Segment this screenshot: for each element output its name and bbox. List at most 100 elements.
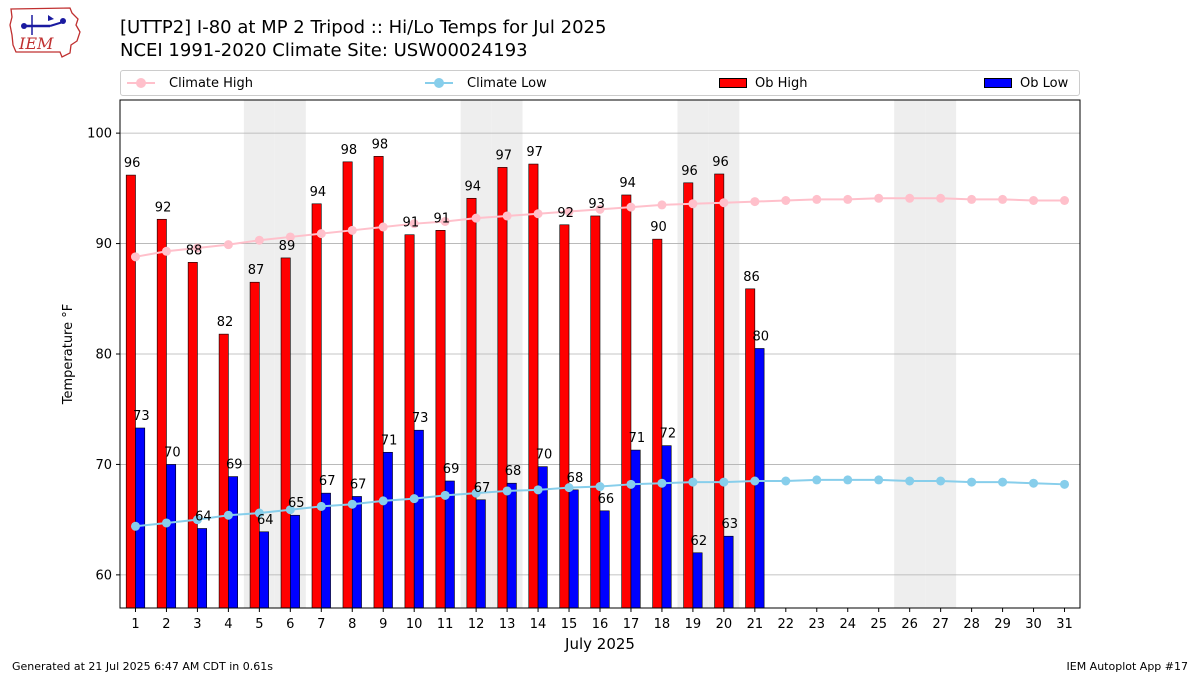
- climate-low-point: [533, 485, 543, 495]
- ob-low-label: 70: [164, 445, 181, 460]
- ob-high-label: 96: [124, 156, 141, 171]
- ob-high-label: 91: [434, 211, 451, 226]
- x-tick-label: 8: [348, 617, 356, 632]
- ob-low-label: 69: [443, 462, 460, 477]
- y-tick-label: 60: [95, 568, 112, 583]
- climate-low-point: [316, 501, 326, 511]
- ob-low-bar: [228, 476, 238, 609]
- ob-high-bar: [590, 215, 601, 609]
- climate-high-point: [812, 194, 822, 204]
- ob-high-bar: [156, 218, 167, 609]
- ob-low-bar: [290, 514, 300, 609]
- ob-high-bar: [652, 238, 663, 609]
- climate-high-point: [626, 202, 636, 212]
- legend-label-ob-high: Ob High: [755, 75, 808, 91]
- ob-low-label: 64: [257, 513, 274, 528]
- climate-low-point: [161, 518, 171, 528]
- ob-low-label: 73: [412, 411, 429, 426]
- x-tick-label: 12: [468, 617, 485, 632]
- x-tick-label: 1: [131, 617, 139, 632]
- ob-high-label: 92: [155, 200, 172, 215]
- climate-low-point: [378, 496, 388, 506]
- climate-high-point: [688, 199, 698, 209]
- climate-low-point: [719, 477, 729, 487]
- x-tick-label: 15: [561, 617, 578, 632]
- x-tick-label: 22: [778, 617, 795, 632]
- x-axis-label: July 2025: [564, 635, 635, 653]
- ob-high-bar: [125, 174, 136, 609]
- x-tick-label: 4: [224, 617, 232, 632]
- ob-high-bar: [621, 194, 632, 609]
- y-tick-label: 70: [95, 458, 112, 473]
- ob-high-bar: [528, 163, 539, 609]
- y-tick-label: 100: [87, 127, 112, 142]
- ob-high-bar: [311, 203, 322, 609]
- ob-low-label: 71: [381, 433, 398, 448]
- climate-high-point: [254, 235, 264, 245]
- ob-low-label: 80: [752, 329, 769, 344]
- climate-high-point: [936, 193, 946, 203]
- climate-high-point: [967, 194, 977, 204]
- climate-high-point: [1029, 195, 1039, 205]
- ob-high-label: 96: [681, 164, 698, 179]
- climate-low-point: [471, 488, 481, 498]
- app-credit: IEM Autoplot App #17: [1066, 660, 1189, 673]
- ob-high-label: 94: [310, 185, 327, 200]
- climate-high-point: [719, 198, 729, 208]
- climate-low-point: [1029, 478, 1039, 488]
- ob-high-label: 97: [495, 148, 512, 163]
- x-tick-label: 18: [654, 617, 671, 632]
- ob-high-label: 88: [186, 243, 203, 258]
- y-tick-label: 90: [95, 237, 112, 252]
- ob-low-label: 68: [505, 464, 522, 479]
- ob-high-bar: [280, 257, 291, 609]
- ob-high-label: 97: [526, 145, 543, 160]
- climate-low-point: [440, 490, 450, 500]
- ob-high-label: 89: [279, 239, 296, 254]
- climate-high-point: [161, 246, 171, 256]
- y-tick-label: 80: [95, 348, 112, 363]
- ob-low-bar: [197, 528, 208, 609]
- climate-low-point: [409, 494, 419, 504]
- climate-low-point: [657, 478, 667, 488]
- ob-low-label: 63: [722, 517, 739, 532]
- legend-item-climate-low: Climate Low: [425, 71, 547, 95]
- ob-low-bar: [661, 445, 672, 609]
- climate-high-point: [905, 193, 915, 203]
- x-tick-label: 6: [286, 617, 294, 632]
- ob-high-bar: [187, 262, 198, 609]
- ob-low-bar: [135, 427, 146, 609]
- ob-low-label: 73: [133, 409, 150, 424]
- climate-low-point: [502, 486, 512, 496]
- climate-high-point: [409, 219, 419, 229]
- ob-low-bar: [351, 496, 362, 609]
- ob-low-label: 67: [350, 477, 367, 492]
- ob-high-label: 90: [650, 220, 667, 235]
- ob-high-label: 82: [217, 315, 234, 330]
- climate-low-point: [688, 477, 698, 487]
- climate-low-point: [192, 515, 202, 525]
- x-tick-label: 24: [839, 617, 856, 632]
- ob-low-label: 64: [195, 509, 212, 524]
- climate-high-point: [378, 222, 388, 232]
- x-tick-label: 29: [994, 617, 1011, 632]
- x-tick-label: 23: [809, 617, 826, 632]
- legend-label-ob-low: Ob Low: [1020, 75, 1069, 91]
- climate-high-point: [595, 204, 605, 214]
- ob-low-bar: [444, 480, 455, 609]
- chart-title: [UTTP2] I-80 at MP 2 Tripod :: Hi/Lo Tem…: [120, 17, 607, 38]
- ob-high-label: 94: [619, 176, 636, 191]
- ob-low-bar: [568, 489, 579, 609]
- ob-low-label: 67: [319, 474, 336, 489]
- x-tick-label: 14: [530, 617, 547, 632]
- climate-high-point: [192, 243, 202, 253]
- climate-low-point: [223, 510, 233, 520]
- legend-swatch-climate-low: [425, 78, 453, 88]
- climate-low-point: [750, 476, 760, 486]
- ob-high-bar: [249, 281, 260, 609]
- ob-low-label: 70: [536, 448, 553, 463]
- ob-low-bar: [692, 552, 703, 609]
- ob-low-bar: [259, 531, 269, 609]
- ob-low-label: 65: [288, 496, 305, 511]
- ob-low-label: 66: [598, 492, 615, 507]
